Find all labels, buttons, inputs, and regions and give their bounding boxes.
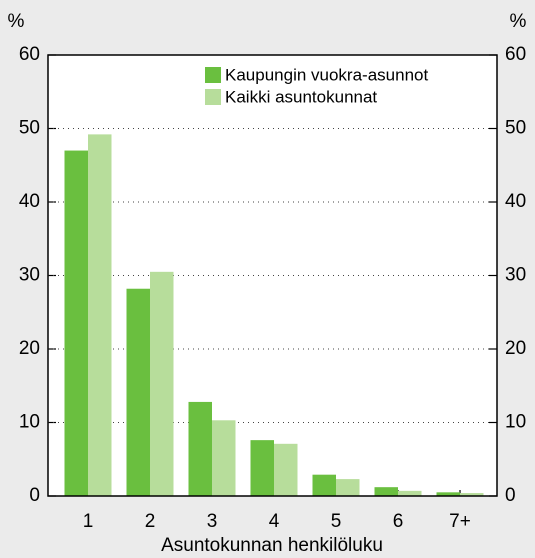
y2-tick-label: 50	[505, 118, 526, 139]
y2-tick-label: 10	[505, 412, 526, 433]
y2-tick-label: 40	[505, 191, 526, 212]
bar	[374, 487, 398, 496]
bar	[126, 288, 150, 496]
legend-label: Kaupungin vuokra-asunnot	[225, 65, 428, 84]
x-tick-label: 3	[207, 511, 218, 532]
y-tick-label: 60	[19, 44, 40, 65]
bar	[460, 493, 484, 496]
legend-swatch	[205, 67, 221, 83]
y-tick-label: 20	[19, 338, 40, 359]
y2-tick-label: 0	[505, 485, 516, 506]
legend-swatch	[205, 89, 221, 105]
y2-tick-label: 60	[505, 44, 526, 65]
bar	[212, 420, 236, 496]
y2-axis-label: %	[510, 11, 527, 32]
y-tick-label: 10	[19, 412, 40, 433]
bar	[274, 443, 298, 496]
y-tick-label: 0	[29, 485, 40, 506]
bar	[250, 440, 274, 496]
bar	[436, 492, 460, 496]
y-tick-label: 40	[19, 191, 40, 212]
plot-area	[48, 55, 497, 496]
x-tick-label: 1	[83, 511, 94, 532]
bar	[188, 401, 212, 496]
x-tick-label: 6	[393, 511, 404, 532]
bar	[88, 134, 112, 496]
y-tick-label: 50	[19, 118, 40, 139]
y2-tick-label: 20	[505, 338, 526, 359]
x-tick-label: 4	[269, 511, 280, 532]
y-axis-label: %	[8, 11, 25, 32]
y2-tick-label: 30	[505, 265, 526, 286]
bar	[336, 479, 360, 496]
x-tick-label: 2	[145, 511, 156, 532]
x-tick-label: 7+	[449, 511, 471, 532]
bar	[398, 490, 422, 496]
x-tick-label: 5	[331, 511, 342, 532]
legend-label: Kaikki asuntokunnat	[225, 87, 377, 106]
bar	[312, 474, 336, 496]
y-tick-label: 30	[19, 265, 40, 286]
bar	[150, 271, 174, 496]
x-axis-label: Asuntokunnan henkilöluku	[161, 535, 383, 556]
plot-frame	[47, 54, 498, 497]
bar	[64, 150, 88, 497]
